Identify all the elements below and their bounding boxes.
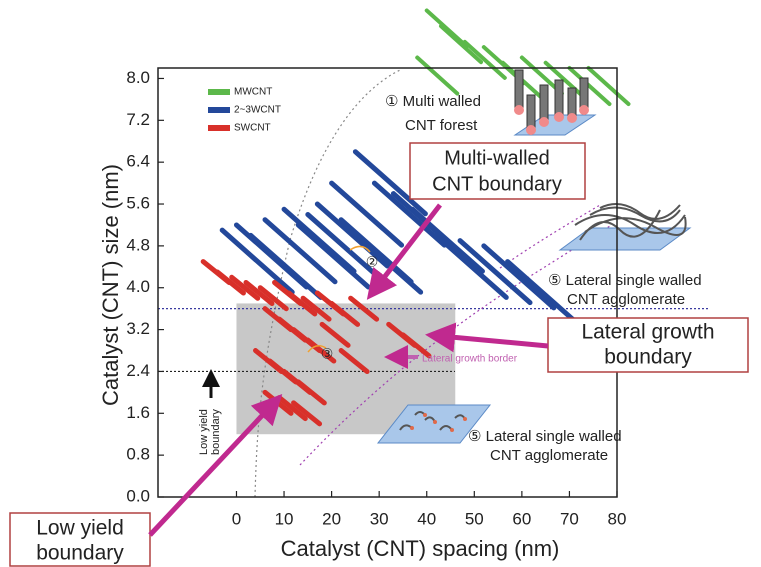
segment bbox=[348, 227, 424, 295]
segment bbox=[462, 39, 507, 80]
segment bbox=[219, 227, 295, 295]
y-tick-label: 4.0 bbox=[126, 277, 150, 296]
annotation: CNT forest bbox=[405, 117, 478, 134]
y-tick-label: 6.4 bbox=[126, 152, 150, 171]
arrow bbox=[366, 203, 442, 300]
annotation: boundary bbox=[36, 542, 124, 565]
segment bbox=[481, 243, 557, 311]
y-tick-label: 7.2 bbox=[126, 110, 150, 129]
x-tick-label: 10 bbox=[275, 509, 294, 528]
agglomerate-icon-lower bbox=[376, 404, 492, 444]
segment bbox=[439, 24, 484, 65]
segment bbox=[567, 66, 612, 106]
legend-swatch bbox=[208, 125, 230, 131]
legend-label: 2~3WCNT bbox=[234, 105, 281, 116]
legend-label: MWCNT bbox=[234, 87, 272, 98]
x-tick-label: 60 bbox=[512, 509, 531, 528]
annotation: Low yield bbox=[198, 409, 210, 455]
lateral-curve-upper bbox=[499, 204, 601, 269]
annotation: CNT boundary bbox=[432, 173, 562, 195]
annotation: boundary bbox=[210, 409, 222, 455]
segment bbox=[543, 60, 588, 101]
legend: MWCNT 2~3WCNT SWCNT bbox=[208, 87, 281, 134]
segment bbox=[352, 149, 428, 217]
segment bbox=[305, 337, 337, 364]
annotation-box bbox=[9, 512, 151, 567]
y-tick-label: 8.0 bbox=[126, 68, 150, 87]
arrow bbox=[148, 394, 283, 537]
x-tick-label: 40 bbox=[417, 509, 436, 528]
segment bbox=[286, 290, 318, 317]
segment bbox=[229, 274, 261, 301]
segment bbox=[338, 348, 370, 375]
y-tick-label: 4.8 bbox=[126, 235, 150, 254]
y-tick-label: 2.4 bbox=[126, 361, 150, 380]
annotation: ② bbox=[366, 254, 379, 270]
x-tick-label: 70 bbox=[560, 509, 579, 528]
legend-swatch bbox=[208, 107, 230, 113]
segment bbox=[319, 321, 351, 348]
x-tick-label: 50 bbox=[465, 509, 484, 528]
forest-icon bbox=[513, 69, 597, 136]
segment bbox=[371, 180, 447, 248]
annotation: Low yield bbox=[36, 517, 124, 540]
marker-arc bbox=[307, 345, 327, 353]
segment bbox=[400, 332, 432, 359]
legend-label: SWCNT bbox=[234, 123, 271, 134]
annotation: ⑤ Lateral single walled bbox=[548, 272, 702, 289]
segment bbox=[276, 395, 308, 422]
legend-swatch bbox=[208, 89, 230, 95]
x-tick-label: 0 bbox=[232, 509, 241, 528]
annotation-box bbox=[409, 142, 586, 200]
segment bbox=[505, 259, 581, 327]
segment bbox=[348, 295, 380, 322]
segment bbox=[457, 238, 533, 306]
annotation-box bbox=[547, 317, 749, 373]
segment bbox=[262, 217, 338, 285]
segment bbox=[329, 180, 405, 248]
x-axis-label: Catalyst (CNT) spacing (nm) bbox=[281, 536, 560, 561]
segment bbox=[291, 400, 323, 427]
segment bbox=[409, 206, 485, 274]
x-tick-label: 20 bbox=[322, 509, 341, 528]
marker-arc bbox=[349, 245, 371, 253]
segment bbox=[433, 232, 509, 300]
annotation: CNT agglomerate bbox=[567, 291, 685, 308]
plot-frame bbox=[157, 67, 618, 498]
annotation: CNT agglomerate bbox=[490, 447, 608, 464]
y-axis-label: Catalyst (CNT) size (nm) bbox=[98, 164, 123, 406]
segment bbox=[257, 285, 289, 312]
annotation: boundary bbox=[604, 346, 692, 369]
annotation: ⑤ Lateral single walled bbox=[468, 428, 622, 445]
segment bbox=[300, 295, 332, 322]
arrow bbox=[425, 322, 549, 353]
annotation: Multi-walled bbox=[444, 147, 550, 169]
x-tick-label: 30 bbox=[370, 509, 389, 528]
segment bbox=[295, 379, 327, 406]
annotation: Lateral growth border bbox=[422, 354, 518, 365]
x-tick-label: 80 bbox=[608, 509, 627, 528]
annotation: Lateral growth bbox=[581, 321, 714, 344]
agglomerate-icon bbox=[558, 203, 692, 251]
segment bbox=[243, 280, 275, 306]
y-tick-label: 5.6 bbox=[126, 194, 150, 213]
annotation: ① Multi walled bbox=[385, 93, 481, 110]
segment bbox=[214, 269, 246, 296]
y-tick-label: 3.2 bbox=[126, 319, 150, 338]
segment bbox=[329, 300, 361, 327]
y-tick-label: 0.8 bbox=[126, 445, 150, 464]
y-tick-label: 0.0 bbox=[126, 486, 150, 505]
segment bbox=[305, 211, 381, 279]
segment bbox=[586, 66, 631, 106]
segment bbox=[424, 8, 469, 49]
lateral-curve bbox=[299, 225, 611, 466]
low-yield-curve bbox=[254, 69, 401, 498]
segment bbox=[295, 222, 371, 290]
segment bbox=[415, 55, 460, 96]
segment bbox=[248, 232, 324, 300]
y-tick-label: 1.6 bbox=[126, 403, 150, 422]
annotation: ③ bbox=[321, 346, 334, 362]
